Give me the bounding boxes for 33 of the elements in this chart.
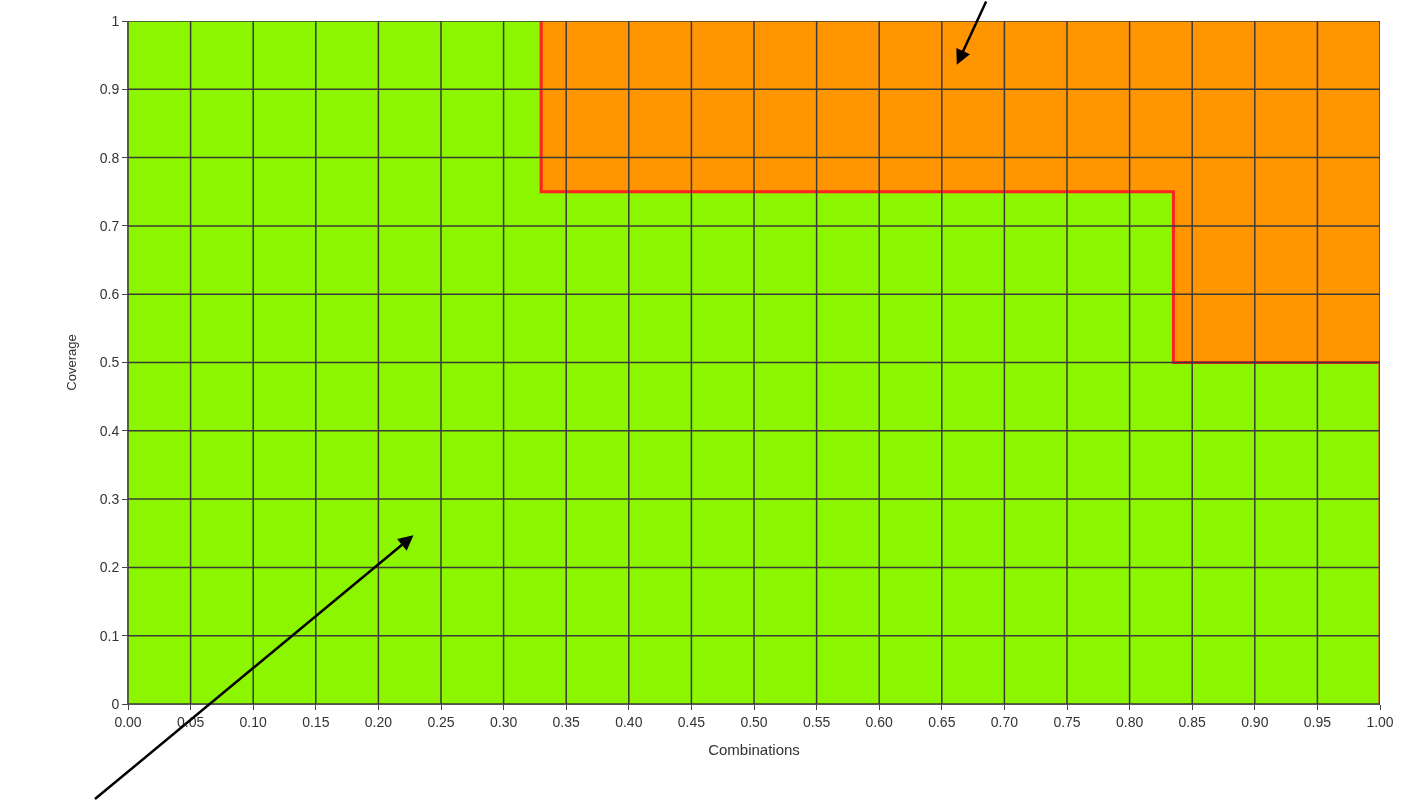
x-tick-label: 0.40	[615, 713, 643, 730]
y-tick-label: 0.2	[99, 559, 120, 576]
x-tick-label: 0.70	[990, 713, 1019, 730]
y-tick-label: 0.6	[99, 286, 120, 303]
x-tick-label: 0.35	[552, 713, 581, 730]
y-tick-label: 0.5	[99, 354, 120, 371]
x-tick-label: 0.10	[239, 713, 268, 730]
y-tick-label: 1	[111, 12, 120, 29]
x-tick-label: 0.15	[302, 713, 330, 730]
y-tick-label: 0.8	[99, 149, 120, 166]
y-tick-label: 0	[111, 695, 120, 712]
x-tick-label: 0.90	[1241, 713, 1269, 730]
x-tick-label: 0.55	[802, 713, 831, 730]
x-tick-label: 1.00	[1366, 713, 1394, 730]
x-tick-label: 0.95	[1303, 713, 1332, 730]
y-tick-label: 0.9	[99, 81, 120, 98]
y-tick-label: 0.7	[99, 217, 120, 234]
x-tick-label: 0.25	[427, 713, 455, 730]
y-tick-label: 0.3	[99, 491, 120, 507]
y-tick-label: 0.1	[99, 627, 120, 644]
x-tick-label: 0.20	[364, 713, 393, 730]
x-tick-label: 0.75	[1053, 713, 1081, 730]
x-tick-label: 0.85	[1178, 713, 1207, 730]
x-tick-label: 0.80	[1115, 713, 1144, 730]
x-tick-label: 0.60	[865, 713, 894, 730]
x-tick-label: 0.45	[677, 713, 706, 730]
y-axis-title: Coverage	[63, 334, 79, 391]
y-tick-label: 0.4	[99, 422, 120, 439]
x-tick-label: 0.50	[740, 713, 768, 730]
x-axis-title: Combinations	[708, 740, 800, 758]
x-tick-label: 0.65	[928, 713, 956, 730]
x-tick-label: 0.30	[489, 713, 518, 730]
x-tick-label: 0.00	[114, 713, 142, 730]
